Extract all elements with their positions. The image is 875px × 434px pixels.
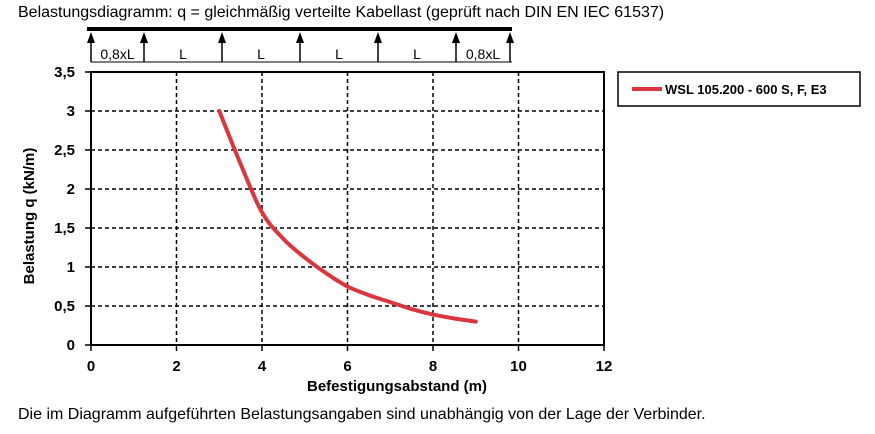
legend-label: WSL 105.200 - 600 S, F, E3 xyxy=(665,82,827,97)
support-arrow-head-3 xyxy=(296,32,304,43)
span-label-0: 0,8xL xyxy=(100,46,134,62)
footer-note: Die im Diagramm aufgeführten Belastungsa… xyxy=(18,406,706,423)
series-layer xyxy=(217,109,478,324)
y-tick-label-1: 0,5 xyxy=(54,298,75,315)
span-label-4: L xyxy=(413,46,421,62)
span-label-1: L xyxy=(179,46,187,62)
y-tick-label-6: 3 xyxy=(67,103,75,120)
y-axis-title: Belastung q (kN/m) xyxy=(21,148,38,285)
legend: WSL 105.200 - 600 S, F, E3 xyxy=(617,71,861,107)
span-label-3: L xyxy=(335,46,343,62)
x-tick-label-0: 0 xyxy=(87,358,95,375)
grid xyxy=(91,72,604,345)
x-tick-label-2: 4 xyxy=(258,358,267,375)
series-line-0 xyxy=(217,109,478,324)
span-diagram: 0,8xL L L L L 0,8xL xyxy=(87,27,514,63)
x-tick-label-6: 12 xyxy=(596,358,613,375)
x-axis-ticks: 0 2 4 6 8 10 12 xyxy=(87,345,613,375)
x-tick-label-1: 2 xyxy=(172,358,180,375)
chart-title: Belastungsdiagramm: q = gleichmäßig vert… xyxy=(18,4,665,21)
x-tick-label-4: 8 xyxy=(429,358,437,375)
x-tick-label-5: 10 xyxy=(510,358,527,375)
y-tick-label-3: 1,5 xyxy=(54,220,75,237)
y-tick-label-4: 2 xyxy=(67,181,75,198)
support-arrow-head-0 xyxy=(87,32,95,43)
support-arrow-head-5 xyxy=(452,32,460,43)
support-arrow-head-1 xyxy=(140,32,148,43)
y-tick-label-5: 2,5 xyxy=(54,142,75,159)
y-tick-label-0: 0 xyxy=(67,337,75,354)
support-arrow-head-4 xyxy=(374,32,382,43)
span-label-2: L xyxy=(257,46,265,62)
span-beam xyxy=(87,27,512,31)
support-arrow-head-6 xyxy=(506,32,514,43)
x-tick-label-3: 6 xyxy=(343,358,351,375)
x-axis-title: Befestigungsabstand (m) xyxy=(307,378,487,395)
y-axis-ticks: 0 0,5 1 1,5 2 2,5 3 3,5 xyxy=(54,64,91,354)
y-tick-label-7: 3,5 xyxy=(54,64,75,81)
span-label-5: 0,8xL xyxy=(466,46,500,62)
y-tick-label-2: 1 xyxy=(67,259,75,276)
support-arrow-head-2 xyxy=(218,32,226,43)
